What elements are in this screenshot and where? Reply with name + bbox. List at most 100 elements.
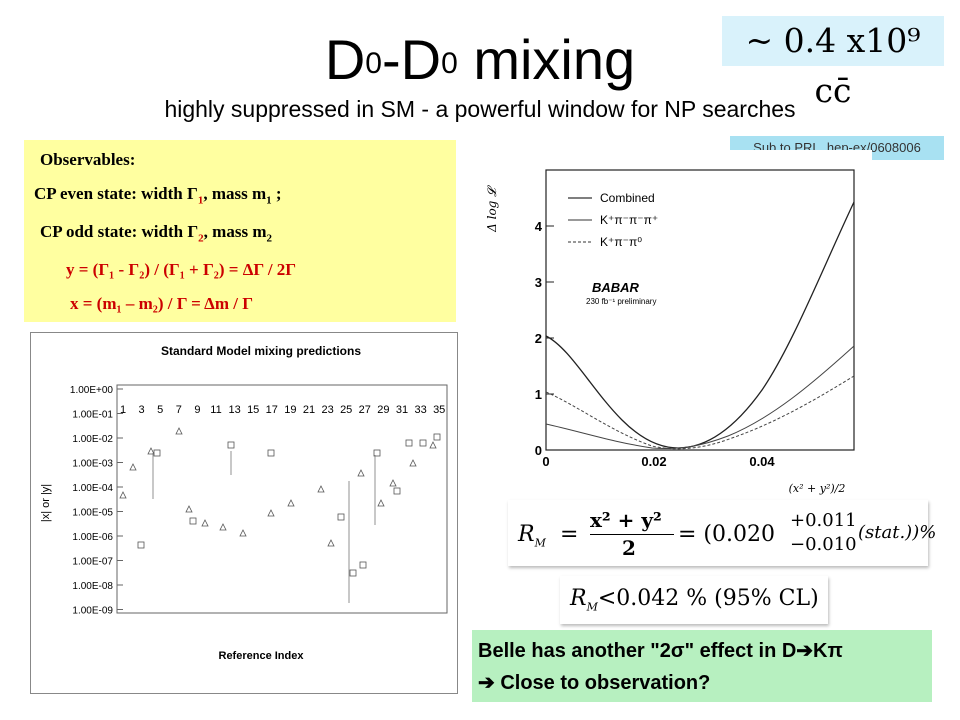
babar-ytick-label: 4 (535, 219, 543, 234)
sm-square-marker (393, 487, 401, 495)
sm-square-marker (349, 569, 357, 577)
sm-triangle-marker (327, 539, 335, 547)
sm-triangle-marker (175, 427, 183, 435)
rm-lhs-sub: M (534, 536, 546, 550)
sm-predictions-plot: Standard Model mixing predictions 1.00E+… (30, 332, 458, 694)
sm-ytick-label: 1.00E-01 (72, 410, 113, 421)
babar-legend-label: Combined (600, 191, 655, 205)
rm-up: +0.011 (790, 510, 857, 531)
rm-rhs: = (0.020 (678, 522, 775, 547)
sm-xtick-label: 1 (120, 404, 126, 416)
x-formula: x = (m₁ – m₂) / Γ = Δm / Γ (70, 294, 254, 313)
rm-frac-bar (590, 534, 674, 535)
observables-box: Observables: CP even state: width Γ1, ma… (24, 140, 456, 322)
sm-xtick-label: 27 (359, 404, 371, 416)
babar-ytick-label: 3 (535, 275, 542, 290)
curve-k3pi (545, 345, 855, 449)
cl-rhs: <0.042 % (95% CL) (597, 586, 819, 611)
cl-lhs: R (570, 586, 587, 611)
sm-square-marker (227, 441, 235, 449)
sm-xtick-label: 9 (194, 404, 200, 416)
sm-xtick-label: 13 (228, 404, 240, 416)
sm-ytick-label: 1.00E-09 (72, 606, 113, 617)
sm-square-marker (189, 517, 197, 525)
sm-xtick-label: 19 (284, 404, 296, 416)
cp-even-label: CP even state: (34, 184, 137, 203)
sm-triangle-marker (239, 529, 247, 537)
sm-triangle-marker (317, 485, 325, 493)
babar-ticks: 0 0.02 0.04 0 1 2 3 4 (535, 219, 776, 469)
rm-frac-den: 2 (622, 536, 636, 560)
babar-xtick-label: 0.02 (641, 454, 666, 469)
sm-plot-xlabel: Reference Index (219, 650, 305, 662)
babar-ylabel: Δ log 𝓛 (485, 185, 499, 233)
sm-triangle-marker (267, 509, 275, 517)
sm-xtick-label: 21 (303, 404, 315, 416)
sm-xtick-label: 29 (377, 404, 389, 416)
title-sup-left: 0 (365, 47, 382, 80)
cl-result-box: RM<0.042 % (95% CL) (560, 576, 828, 624)
title-rest: mixing (457, 28, 636, 91)
cp-even-mass: , mass m (203, 184, 267, 203)
title-sup-right: 0 (441, 47, 458, 80)
sm-triangle-marker (201, 519, 209, 527)
curve-kpipi0 (545, 375, 855, 450)
sm-markers (119, 427, 441, 603)
sm-square-marker (137, 541, 145, 549)
belle-note-box: Belle has another "2σ" effect in D➔Kπ ➔ … (472, 630, 932, 702)
sm-triangle-marker (357, 469, 365, 477)
cp-odd-width-sub: 2 (198, 232, 204, 245)
sm-xtick-label: 5 (157, 404, 163, 416)
cp-even-mass-sub: 1 (266, 194, 272, 207)
sm-triangle-marker (219, 523, 227, 531)
cp-even-line: CP even state: width Γ1, mass m1 ; (34, 184, 282, 206)
babar-likelihood-plot: Δ log 𝓛 0 0.02 0.04 0 1 2 3 4 Combined K⁺π⁻π⁻π⁺ K… (482, 150, 872, 500)
sm-square-marker (373, 449, 381, 457)
cl-formula: RM<0.042 % (95% CL) (570, 586, 819, 613)
sm-x-ticks: 1 3 5 7 9 11 13 15 17 19 21 23 25 27 29 31 33 35 (120, 404, 445, 416)
sm-ytick-label: 1.00E+00 (70, 385, 114, 396)
babar-note: 230 fb⁻¹ preliminary (586, 297, 656, 306)
babar-xtick-label: 0 (542, 454, 549, 469)
belle-line-1: Belle has another "2σ" effect in D➔Kπ (478, 640, 843, 662)
title-dash-d: -D (381, 28, 442, 91)
cp-odd-width: width Γ (141, 222, 199, 241)
rm-lhs: RM (518, 522, 546, 549)
sm-xtick-label: 15 (247, 404, 259, 416)
rm-down: −0.010 (790, 534, 857, 555)
cp-even-width: width Γ (141, 184, 198, 203)
sm-triangle-marker (185, 505, 193, 513)
sm-xtick-label: 3 (139, 404, 145, 416)
sm-ytick-label: 1.00E-03 (72, 459, 113, 470)
rm-frac-num: x² + y² (590, 508, 662, 532)
curve-combined (545, 201, 855, 449)
sm-plot-ylabel: |x| or |y| (40, 484, 52, 522)
rm-eq: = (560, 522, 579, 547)
babar-legend-label: K⁺π⁻π⁻π⁺ (600, 213, 658, 227)
rm-lhs-r: R (518, 522, 535, 547)
sm-y-ticks: 1.00E+00 1.00E-01 1.00E-02 1.00E-03 1.00E-04… (70, 385, 123, 617)
rm-result-box: RM = x² + y² 2 = (0.020 +0.011 −0.010 (s… (508, 500, 936, 566)
babar-frame (545, 169, 855, 451)
title-d: D (324, 28, 366, 91)
sm-plot-frame (116, 384, 448, 614)
sm-ytick-label: 1.00E-08 (72, 581, 113, 592)
sm-triangle-marker (129, 463, 137, 471)
cl-lhs-sub: M (586, 600, 598, 614)
cp-odd-line: CP odd state: width Γ2, mass m2 (40, 222, 272, 244)
sm-triangle-marker (377, 499, 385, 507)
sm-square-marker (337, 513, 345, 521)
sm-square-marker (267, 449, 275, 457)
sm-square-marker (433, 433, 441, 441)
babar-ytick-label: 1 (535, 387, 542, 402)
babar-xtick-label: 0.04 (749, 454, 775, 469)
sm-plot-title: Standard Model mixing predictions (161, 344, 361, 358)
sm-triangle-marker (429, 441, 437, 449)
suppression-factor: ~ 0.4 x10⁹ cc̄ (745, 21, 921, 110)
babar-ytick-label: 0 (535, 443, 542, 458)
subtitle: highly suppressed in SM - a powerful win… (164, 96, 796, 122)
sm-xtick-label: 7 (176, 404, 182, 416)
sm-triangle-marker (147, 447, 155, 455)
babar-plot-svg: Δ log 𝓛 0 0.02 0.04 0 1 2 3 4 Combined K⁺π⁻π⁻π⁺ K… (485, 169, 855, 495)
sm-xtick-label: 23 (321, 404, 333, 416)
